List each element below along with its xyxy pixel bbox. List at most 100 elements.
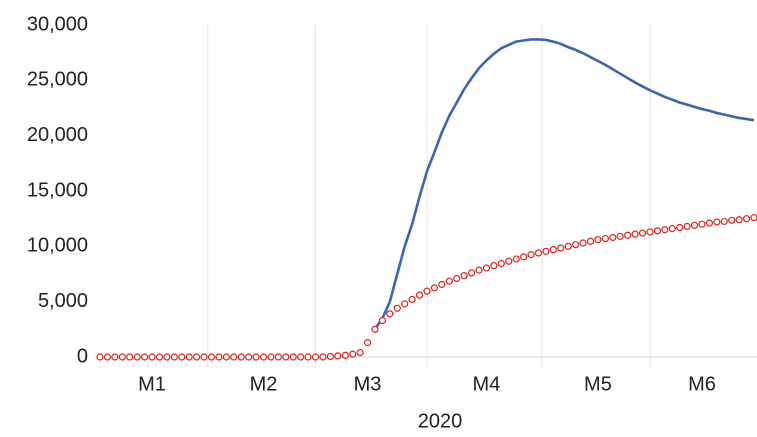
marker [601,234,609,243]
marker [683,222,691,231]
y-tick-label: 25,000 [27,69,88,91]
marker [579,239,587,247]
marker [155,353,164,361]
marker [378,316,387,325]
marker [549,246,557,254]
marker [207,353,216,361]
marker [735,216,743,224]
marker [609,233,617,242]
marker [408,295,416,304]
series-line [373,38,755,331]
marker [750,213,757,222]
marker [497,259,505,268]
marker [222,353,230,361]
marker [430,284,439,292]
marker [653,227,661,235]
y-tick-label: 10,000 [27,235,88,257]
marker [720,217,728,226]
marker [646,228,654,236]
marker [289,353,297,361]
marker [594,236,602,244]
marker [356,348,364,357]
marker [638,229,647,237]
marker [445,277,453,285]
marker [415,291,424,299]
marker [140,353,149,361]
marker [527,251,535,259]
x-tick-label: M5 [584,373,612,395]
marker [668,225,676,233]
marker [512,255,520,263]
marker [586,237,595,245]
x-tick-label: M6 [688,373,716,395]
marker [230,353,238,361]
marker [282,353,290,361]
marker [170,353,178,361]
y-tick-label: 30,000 [27,13,88,35]
marker [557,244,565,252]
marker [148,353,156,361]
marker [118,353,126,361]
marker [505,257,513,265]
marker [542,247,550,255]
x-tick-label: M4 [473,373,501,395]
marker [624,231,632,239]
marker [178,353,186,361]
marker [341,351,349,359]
marker [490,262,498,270]
x-tick-label: M1 [138,373,166,395]
marker [193,353,201,361]
marker [453,274,461,283]
marker [371,325,379,333]
marker [401,300,409,308]
marker [572,241,580,249]
marker [438,280,446,289]
marker [297,353,305,361]
marker [133,353,141,361]
marker [103,353,112,361]
marker [616,232,624,240]
marker [334,352,342,360]
marker [319,353,327,361]
marker [705,219,714,227]
x-tick-label: M2 [250,373,278,395]
marker [423,287,431,295]
marker [163,353,171,361]
marker [259,353,268,361]
marker [393,304,401,312]
marker [111,353,119,361]
marker [475,266,483,274]
marker [267,353,275,361]
marker [349,350,357,358]
marker [460,272,468,280]
marker [96,353,104,361]
marker [363,339,372,347]
marker [520,253,528,261]
marker [311,353,320,361]
marker [215,353,223,361]
x-axis-label: 2020 [418,410,463,432]
marker [245,353,253,361]
marker [482,264,491,272]
marker [304,353,312,361]
y-tick-label: 0 [77,345,88,367]
marker [185,353,193,361]
marker [631,230,639,238]
marker [698,220,706,228]
y-tick-label: 5,000 [38,290,88,312]
y-tick-label: 15,000 [27,179,88,201]
marker [200,353,208,361]
marker [326,352,334,361]
x-tick-label: M3 [354,373,382,395]
marker [252,353,260,361]
marker [661,226,669,234]
marker [126,353,134,361]
marker [728,216,736,224]
marker [386,310,394,318]
marker [713,218,721,226]
marker [467,269,476,277]
marker [237,353,245,361]
marker [742,215,751,223]
marker [676,223,684,232]
